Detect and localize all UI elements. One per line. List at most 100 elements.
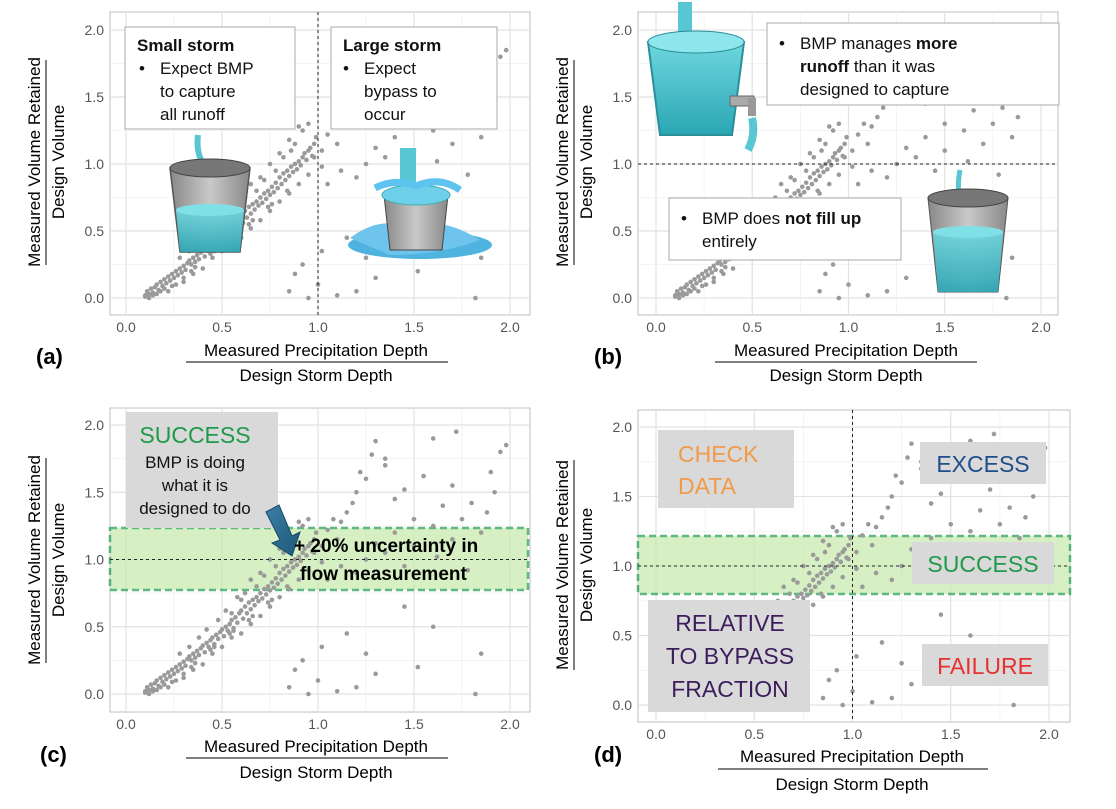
data-point [246, 204, 252, 210]
data-point [154, 678, 160, 683]
data-point [194, 252, 200, 258]
data-point [196, 635, 202, 640]
data-point [200, 266, 206, 271]
data-point [248, 621, 254, 627]
bucket-partial-icon [927, 169, 1009, 293]
data-point [181, 279, 186, 285]
data-point [292, 161, 298, 167]
data-point [267, 557, 273, 562]
data-point [819, 164, 824, 169]
data-point [806, 570, 812, 576]
data-point [164, 676, 169, 682]
data-point [812, 584, 818, 590]
data-point [319, 164, 325, 169]
data-point [676, 295, 682, 301]
data-point [167, 674, 173, 679]
more-runoff-line-1: BMP manages more [800, 34, 958, 53]
data-point [188, 658, 194, 663]
data-point [212, 644, 217, 650]
data-point [177, 255, 183, 261]
data-point [450, 483, 455, 488]
data-point [338, 519, 344, 525]
data-point [158, 684, 163, 690]
data-point [150, 293, 156, 298]
data-point [300, 550, 305, 556]
data-point [977, 508, 983, 513]
data-point [825, 167, 830, 172]
data-point [256, 203, 261, 208]
data-point [273, 563, 279, 569]
data-point [850, 148, 855, 153]
data-point [271, 189, 277, 195]
panel-d-ytick-label: 2.0 [613, 419, 633, 435]
data-point [453, 429, 459, 435]
panel-a-ylabel-bottom: Design Volume [49, 105, 68, 219]
panel-b-ticks: 0.0 0.5 1.0 1.5 2.0 0.0 0.5 1.0 1.5 2.0 [613, 22, 1051, 335]
data-point [265, 204, 271, 210]
data-point [250, 201, 256, 207]
data-point [855, 181, 861, 187]
data-point [281, 566, 286, 572]
data-point [996, 172, 1001, 178]
data-point [1009, 134, 1015, 140]
success-line-3: designed to do [139, 499, 251, 518]
data-point [277, 199, 282, 204]
data-point [306, 295, 311, 301]
data-point [304, 553, 309, 558]
data-point [997, 522, 1003, 527]
data-point [146, 691, 152, 697]
panel-a-ytick-label: 0.0 [85, 290, 105, 306]
panel-b-ytick-label: 0.5 [613, 223, 633, 239]
data-point [306, 172, 311, 178]
data-point [286, 289, 292, 294]
data-point [325, 132, 330, 137]
data-point [869, 542, 875, 548]
large-storm-box [330, 26, 498, 130]
pointer-arrow-icon [265, 504, 301, 557]
data-point [265, 600, 271, 605]
more-runoff-line-1a: BMP manages [800, 34, 916, 53]
panel-a-ytick-label: 1.0 [85, 156, 105, 172]
data-point [965, 159, 971, 164]
data-point [828, 569, 834, 574]
data-point [846, 542, 851, 548]
data-point [844, 134, 849, 140]
data-point [154, 291, 160, 297]
data-point [202, 254, 208, 259]
success-line-1: BMP is doing [145, 453, 245, 472]
data-point [854, 654, 859, 659]
data-point [167, 278, 173, 283]
data-point [796, 188, 801, 194]
data-point [175, 668, 181, 674]
data-point [909, 441, 914, 446]
data-point [223, 608, 229, 613]
small-storm-bullet: • [139, 59, 145, 78]
data-point [173, 268, 179, 274]
data-point [402, 487, 407, 492]
data-point [296, 554, 302, 560]
data-point [373, 275, 378, 281]
success-box [126, 412, 278, 528]
data-point [942, 121, 948, 127]
data-point [331, 516, 336, 522]
data-point [215, 636, 221, 642]
more-runoff-line-2a: runoff [800, 57, 849, 76]
data-point [296, 124, 302, 129]
data-point [818, 591, 824, 597]
data-point [165, 684, 171, 690]
data-point [283, 177, 288, 183]
small-storm-line-3: all runoff [160, 105, 225, 124]
data-point [826, 159, 832, 164]
data-point [325, 181, 330, 187]
data-point [795, 580, 800, 585]
data-point [459, 516, 465, 522]
data-point [177, 266, 183, 271]
data-point [810, 602, 816, 608]
data-point [171, 671, 177, 677]
data-point [787, 591, 792, 597]
data-point [154, 687, 160, 693]
panel-d-xtick-label: 1.5 [941, 726, 961, 742]
panel-d-ytick-label: 1.0 [613, 558, 633, 574]
data-point [306, 691, 311, 697]
data-point [325, 527, 330, 533]
